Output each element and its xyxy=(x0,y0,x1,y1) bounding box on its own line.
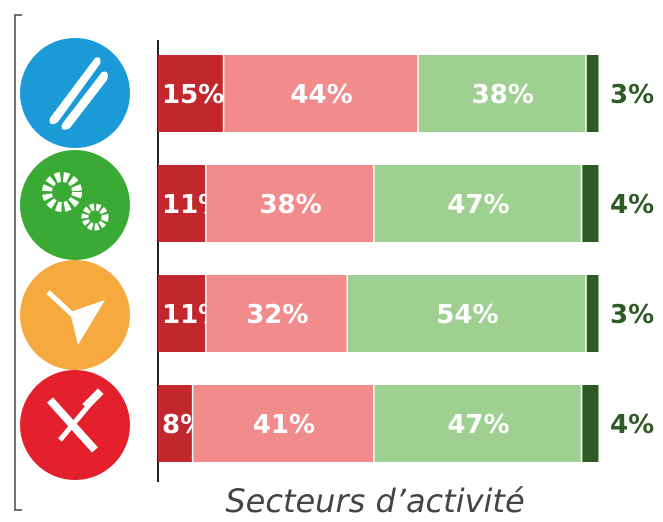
bar-segment xyxy=(193,385,374,462)
bar-segment xyxy=(374,385,581,462)
bar-segment xyxy=(418,55,586,132)
bar-segment xyxy=(158,165,206,242)
value-label: 41% xyxy=(253,410,315,440)
bracket xyxy=(14,14,22,511)
value-label: 32% xyxy=(246,300,308,330)
bar-segment xyxy=(582,385,599,462)
bar-segment xyxy=(586,275,599,352)
value-label: 38% xyxy=(472,80,534,110)
value-label: 47% xyxy=(447,410,509,440)
bar-segment xyxy=(582,165,599,242)
bar-segment xyxy=(206,165,374,242)
icon-building xyxy=(20,260,130,370)
value-label: 4% xyxy=(610,190,654,220)
bar-segment xyxy=(158,55,223,132)
icon-bakery xyxy=(20,38,130,148)
value-label: 44% xyxy=(290,80,352,110)
bar-segment xyxy=(374,165,581,242)
value-label: 54% xyxy=(436,300,498,330)
value-label: 47% xyxy=(447,190,509,220)
icon-industry xyxy=(20,150,130,260)
value-label: 38% xyxy=(259,190,321,220)
bar-segment xyxy=(586,55,599,132)
value-label: 4% xyxy=(610,410,654,440)
bar-segment xyxy=(224,55,418,132)
bar-segment xyxy=(158,275,206,352)
x-axis-label: Secteurs d’activité xyxy=(225,482,524,520)
value-label: 3% xyxy=(610,80,654,110)
value-label: 15% xyxy=(162,80,224,110)
value-label: 3% xyxy=(610,300,654,330)
bar-segment xyxy=(348,275,586,352)
icon-services xyxy=(20,370,130,480)
bar-segment xyxy=(206,275,347,352)
bar-segment xyxy=(158,385,192,462)
